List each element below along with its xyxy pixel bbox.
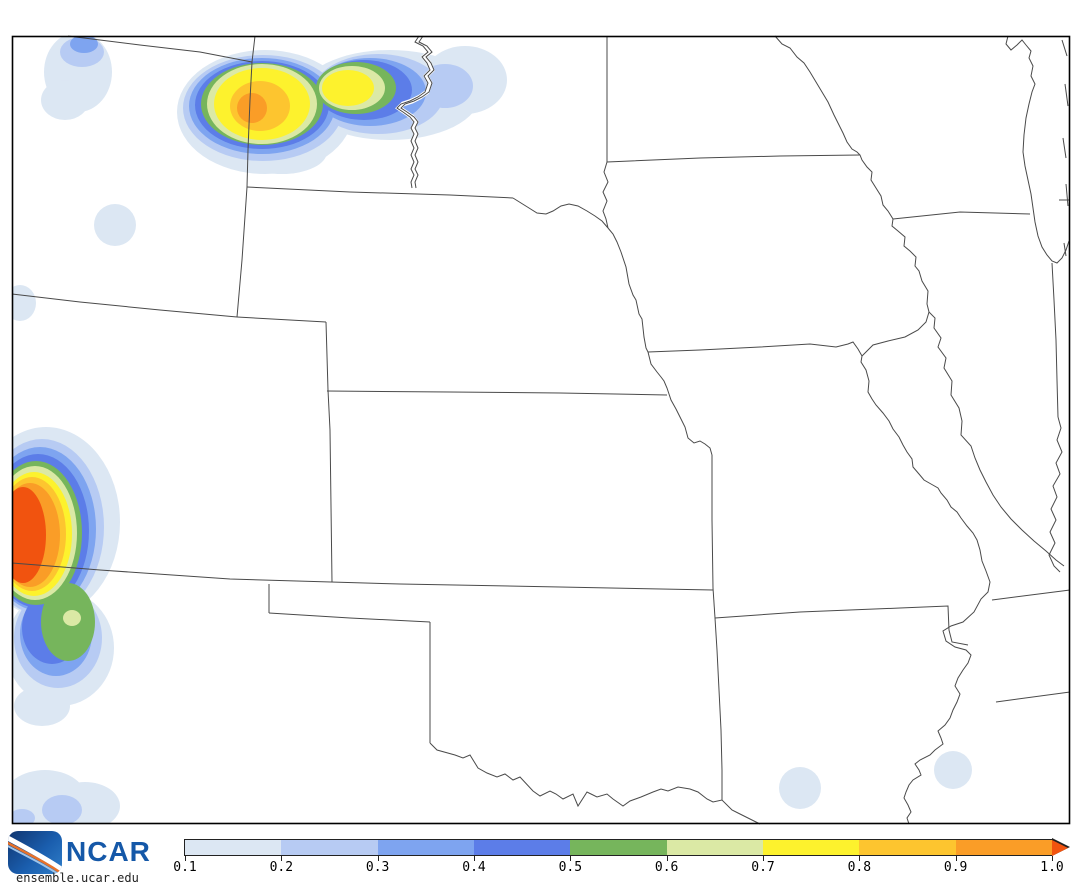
map-canvas	[0, 0, 1080, 830]
map-frame	[11, 35, 1071, 825]
wide-river-fill	[395, 34, 435, 189]
colorbar-tick	[763, 856, 764, 861]
probability-contour-level-1	[934, 751, 972, 789]
state-boundary	[236, 35, 256, 318]
probability-contour-level-1	[14, 686, 70, 726]
ensemble-url: ensemble.ucar.edu	[16, 871, 139, 885]
state-boundary	[647, 351, 713, 456]
map-background	[0, 0, 1080, 830]
shore-dash	[1063, 242, 1067, 257]
state-boundary	[67, 35, 253, 63]
probability-contour-level-1	[779, 767, 821, 809]
state-boundary	[711, 455, 714, 589]
river-line	[774, 35, 991, 825]
state-boundary	[714, 605, 969, 646]
colorbar-tick	[666, 856, 668, 861]
colorbar-segment	[859, 839, 957, 856]
state-boundary	[429, 742, 761, 825]
colorbar-label: 0.6	[654, 860, 679, 875]
colorbar-label: 0.9	[943, 860, 968, 875]
colorbar-segment	[377, 839, 475, 856]
mask-bottom	[0, 824, 1080, 830]
mask-left	[0, 0, 12, 830]
state-boundary	[512, 197, 609, 229]
river-line	[928, 311, 1065, 567]
probability-contour-level-1	[94, 204, 136, 246]
shore-dash	[1065, 183, 1069, 207]
probability-contour-level-2	[9, 809, 35, 827]
colorbar-tick	[570, 856, 572, 861]
colorbar-tick	[1052, 856, 1053, 861]
probability-contour-level-1	[41, 80, 89, 120]
wide-river-bank	[400, 35, 435, 189]
colorbar-segment	[474, 839, 571, 856]
state-boundary	[892, 211, 1031, 220]
colorbar-label: 0.8	[847, 860, 872, 875]
colorbar-label: 0.7	[751, 860, 775, 875]
river-line	[1005, 35, 1070, 264]
state-boundary	[325, 321, 333, 583]
state-boundary	[268, 612, 431, 623]
state-boundary	[714, 617, 723, 800]
state-boundary	[11, 293, 238, 318]
colorbar-label: 0.2	[269, 860, 294, 875]
probability-contour-level-3	[70, 35, 98, 53]
colorbar-label: 0.3	[365, 860, 390, 875]
probability-contour-level-2	[42, 795, 82, 825]
probability-contour-level-2	[417, 64, 473, 108]
state-boundary	[995, 691, 1071, 703]
state-boundary	[602, 161, 609, 229]
shore-dash	[1064, 83, 1069, 107]
colorbar-label: 0.4	[462, 860, 486, 875]
colorbar-tick	[185, 856, 186, 861]
colorbar-tick	[281, 856, 283, 861]
shore-dash	[1061, 39, 1068, 57]
colorbar-segment	[185, 839, 282, 856]
probability-contour-level-6	[63, 610, 81, 626]
mask-right	[1070, 0, 1080, 830]
colorbar-segment	[570, 839, 668, 856]
state-boundary	[1051, 262, 1059, 418]
colorbar-tick	[377, 856, 379, 861]
state-boundary	[236, 316, 327, 323]
colorbar-segment	[281, 839, 379, 856]
colorbar-segment	[763, 839, 860, 856]
state-boundary	[607, 227, 649, 353]
probability-contour-level-7	[322, 70, 374, 106]
probability-contour-level-9	[237, 93, 267, 123]
mask-top	[0, 0, 1080, 36]
state-boundary	[326, 390, 668, 396]
state-boundary	[647, 341, 863, 357]
colorbar-arrow	[1052, 839, 1068, 856]
state-boundary	[11, 562, 714, 591]
colorbar-tick	[859, 856, 861, 861]
state-boundary	[1048, 416, 1063, 573]
colorbar-tick	[955, 856, 957, 861]
state-boundary	[606, 154, 861, 163]
state-boundary	[991, 589, 1071, 601]
colorbar-label: 1.0	[1040, 860, 1064, 875]
state-boundary	[246, 186, 514, 199]
colorbar-label: 0.1	[173, 860, 197, 875]
state-boundary	[712, 587, 716, 619]
wide-river-bank	[396, 35, 431, 189]
colorbar-edge	[184, 839, 185, 856]
colorbar-segment	[955, 839, 1053, 856]
colorbar-label: 0.5	[558, 860, 583, 875]
colorbar-segment	[666, 839, 764, 856]
ncar-logo-text: NCAR	[66, 836, 151, 867]
ncar-logo-swoosh-icon	[8, 835, 62, 874]
ncar-logo	[8, 831, 62, 874]
shore-dash	[1062, 137, 1067, 159]
colorbar-tick	[474, 856, 475, 861]
